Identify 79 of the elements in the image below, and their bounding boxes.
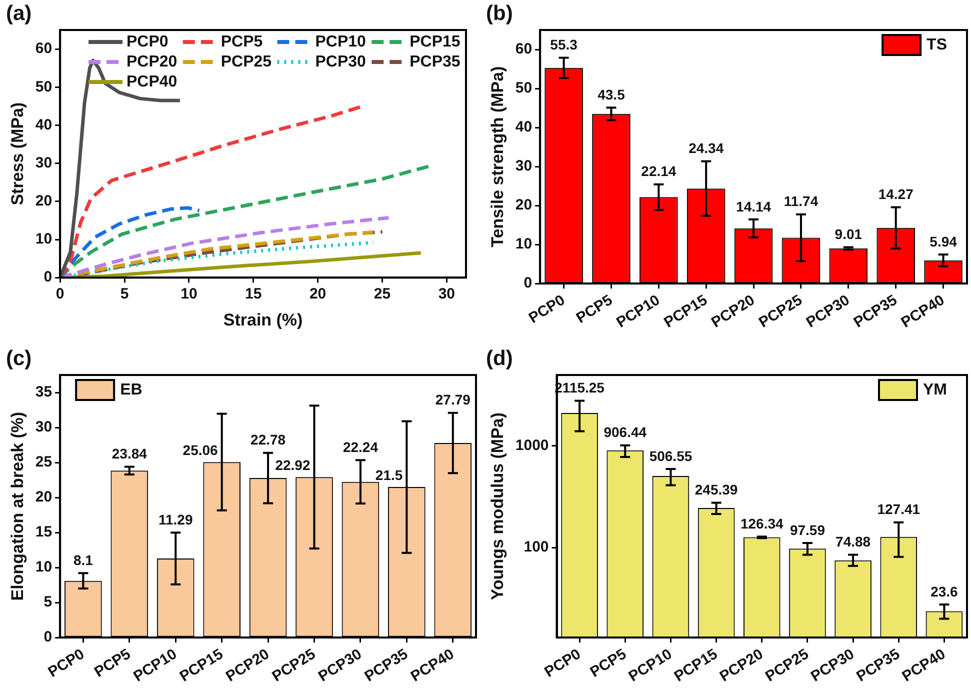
y-tick-label: 40 — [35, 116, 52, 134]
chart-title: (d) — [486, 347, 513, 371]
x-tick-label: 5 — [120, 286, 129, 303]
data-label: 5.94 — [930, 233, 958, 250]
data-label: 43.5 — [598, 86, 626, 102]
x-tick-label: 0 — [56, 286, 64, 303]
y-tick-label: 40 — [515, 118, 532, 136]
data-label: 74.88 — [836, 534, 871, 550]
y-tick-label: 0 — [44, 268, 52, 286]
legend-label: PCP20 — [126, 53, 178, 70]
y-tick-label: 0 — [524, 274, 532, 292]
x-tick-label: 10 — [180, 286, 198, 303]
x-tick-label: 25 — [374, 286, 391, 303]
data-label: 25.06 — [182, 442, 218, 458]
chart-title: (b) — [486, 2, 513, 26]
legend-label: PCP30 — [315, 53, 366, 70]
y-tick-label: 0 — [44, 628, 52, 646]
y-tick-label: 60 — [515, 40, 532, 58]
y-tick-label: 30 — [35, 418, 52, 436]
data-label: 55.3 — [550, 36, 578, 53]
y-tick-label: 15 — [35, 524, 52, 541]
data-label: 14.27 — [878, 186, 914, 202]
y-tick-label: 1000 — [515, 437, 549, 454]
y-tick-label: 20 — [35, 488, 52, 506]
x-axis-title: Strain (%) — [223, 310, 303, 330]
data-label: 126.34 — [740, 516, 784, 532]
y-axis-title: Tensile strength (MPa) — [488, 66, 507, 248]
legend-label: PCP5 — [220, 33, 263, 50]
data-label: 22.92 — [275, 456, 310, 473]
data-label: 22.14 — [641, 163, 676, 180]
legend-label: PCP0 — [126, 33, 168, 50]
data-label: 22.24 — [342, 438, 378, 455]
line-series — [60, 206, 202, 278]
y-tick-label: 50 — [515, 80, 532, 97]
legend-label: YM — [923, 381, 947, 398]
y-tick-label: 25 — [35, 454, 52, 471]
data-label: 906.44 — [604, 424, 647, 440]
y-tick-label: 30 — [515, 158, 532, 175]
y-axis-title: Elongation at break (%) — [8, 412, 27, 601]
data-label: 245.39 — [694, 482, 738, 498]
data-label: 14.14 — [736, 198, 772, 214]
legend-label: PCP25 — [220, 53, 272, 70]
legend-label: PCP10 — [315, 33, 366, 50]
y-tick-label: 5 — [44, 594, 52, 611]
y-tick-label: 60 — [35, 40, 52, 58]
data-label: 27.79 — [435, 392, 471, 408]
y-tick-label: 20 — [35, 192, 52, 210]
y-tick-label: 10 — [515, 236, 532, 253]
x-tick-label: 20 — [309, 286, 326, 303]
y-tick-label: 100 — [524, 538, 549, 556]
data-label: 97.59 — [790, 522, 826, 538]
y-axis-title: Stress (MPa) — [8, 102, 27, 206]
data-label: 22.78 — [250, 432, 286, 448]
legend-label: EB — [120, 381, 142, 398]
legend-label: TS — [926, 36, 948, 54]
y-axis-title: Youngs modulus (MPa) — [488, 412, 507, 600]
y-tick-label: 50 — [35, 78, 52, 96]
y-tick-label: 10 — [35, 230, 52, 248]
y-tick-label: 20 — [515, 196, 532, 214]
data-label: 506.55 — [649, 448, 692, 464]
legend-label: PCP35 — [410, 53, 460, 70]
data-label: 11.74 — [784, 193, 818, 210]
legend-label: PCP40 — [126, 73, 178, 90]
data-label: 23.84 — [112, 446, 148, 462]
data-label: 21.5 — [375, 466, 403, 483]
x-tick-label: 30 — [438, 286, 456, 303]
data-label: 11.29 — [158, 511, 193, 528]
y-tick-label: 10 — [35, 558, 52, 576]
legend-label: PCP15 — [410, 33, 460, 50]
y-tick-label: 35 — [35, 384, 52, 401]
x-tick-label: 15 — [245, 286, 262, 303]
data-label: 8.1 — [73, 552, 94, 568]
data-label: 24.34 — [688, 140, 724, 156]
data-label: 127.41 — [877, 501, 920, 518]
data-label: 23.6 — [930, 583, 958, 600]
chart-title: (c) — [6, 347, 32, 371]
chart-title: (a) — [6, 2, 32, 26]
y-tick-label: 30 — [35, 154, 52, 172]
data-label: 9.01 — [834, 226, 862, 242]
